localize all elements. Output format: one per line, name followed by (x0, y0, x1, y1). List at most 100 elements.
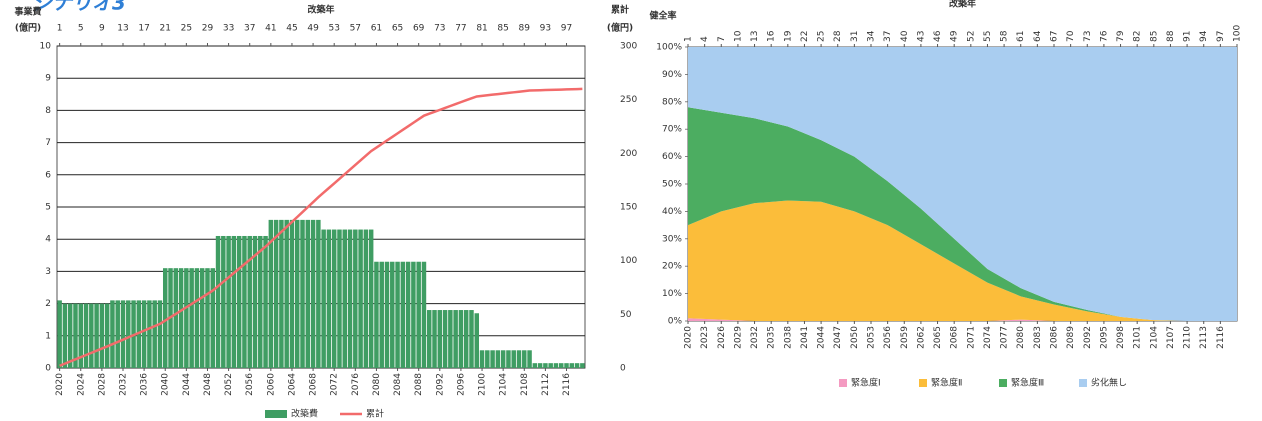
bar (569, 363, 575, 368)
bar (500, 350, 506, 368)
x2-tick-label: 13 (117, 24, 128, 34)
x2-tick-label: 65 (392, 24, 403, 34)
bar (189, 268, 194, 368)
bar (543, 363, 548, 368)
x-tick-label: 2092 (1083, 326, 1093, 349)
x2-tick-label: 22 (800, 31, 810, 42)
bar (411, 261, 416, 368)
y2-axis-title: 累計 (611, 4, 629, 16)
legend-label: 劣化無し (1091, 377, 1127, 389)
x-tick-label: 2056 (245, 373, 255, 396)
x2-tick-label: 43 (916, 31, 926, 42)
x2-tick-label: 9 (99, 24, 105, 34)
bar (580, 363, 585, 368)
bar (78, 303, 84, 368)
x2-tick-label: 100 (1233, 25, 1243, 42)
x-tick-label: 2065 (933, 326, 943, 349)
bar (574, 363, 580, 368)
x-tick-label: 2052 (224, 373, 234, 396)
x-tick-label: 2101 (1133, 326, 1143, 349)
y-axis-unit: (億円) (15, 22, 41, 34)
heading: シナリオ3 (32, 0, 126, 15)
bar (294, 219, 300, 368)
x-tick-label: 2056 (883, 326, 893, 349)
y-tick-label: 90% (662, 70, 682, 80)
y-tick-label: 60% (662, 152, 682, 162)
bar (247, 235, 252, 368)
y-tick-label: 10% (662, 289, 682, 299)
x-tick-label: 2104 (1149, 326, 1159, 349)
x-tick-label: 2032 (119, 373, 129, 396)
x-tick-label: 2107 (1166, 326, 1176, 349)
bar (273, 219, 279, 368)
y-tick-label: 50% (662, 180, 682, 190)
y-tick-label: 0 (45, 364, 51, 374)
legend-label: 緊急度Ⅲ (1011, 377, 1044, 389)
bar (126, 300, 131, 368)
x2-tick-label: 41 (265, 24, 276, 34)
x2-tick-label: 5 (78, 24, 84, 34)
legend-swatch (265, 410, 287, 418)
bar (495, 350, 501, 368)
marks (688, 47, 1237, 321)
x-tick-label: 2059 (900, 326, 910, 349)
x2-tick-label: 76 (1099, 30, 1109, 42)
bar (99, 303, 105, 368)
bar (463, 310, 469, 368)
line (59, 87, 583, 367)
y2-tick-label: 150 (620, 203, 637, 213)
x2-tick-label: 82 (1133, 31, 1143, 42)
bar (368, 229, 374, 368)
x2-tick-label: 10 (733, 30, 743, 42)
x2-tick-label: 88 (1166, 30, 1176, 42)
legend-label: 改築費 (291, 408, 318, 420)
bar (548, 363, 553, 368)
x-tick-label: 2077 (1000, 326, 1010, 349)
x2-tick-label: 57 (350, 24, 361, 34)
area (688, 200, 1237, 321)
bar (104, 303, 110, 368)
bar (474, 313, 480, 368)
bar (162, 268, 168, 368)
x2-tick-label: 4 (700, 36, 710, 42)
x2-axis-title: 改築年 (307, 4, 334, 16)
bar (194, 268, 200, 368)
x-tick-label: 2086 (1050, 326, 1060, 349)
x2-tick-label: 40 (900, 30, 910, 42)
x-tick-label: 2108 (520, 373, 530, 396)
x2-tick-label: 37 (244, 24, 255, 34)
bar (331, 229, 337, 368)
area (688, 107, 1237, 321)
x2-tick-label: 67 (1050, 31, 1060, 42)
y-tick-label: 80% (662, 97, 682, 107)
bar (522, 350, 527, 368)
bar (310, 219, 316, 368)
bar (374, 261, 379, 368)
bar (83, 303, 89, 368)
x2-tick-label: 17 (138, 24, 149, 34)
bar (432, 310, 437, 368)
x2-tick-label: 73 (1083, 31, 1093, 42)
bar (157, 300, 163, 368)
x2-tick-label: 7 (717, 36, 727, 42)
bar (110, 300, 115, 368)
y-tick-label: 70% (662, 125, 682, 135)
bar (342, 229, 348, 368)
y2-tick-label: 250 (620, 95, 637, 105)
bar (67, 303, 73, 368)
x2-tick-label: 73 (434, 24, 445, 34)
x2-tick-label: 1 (57, 24, 63, 34)
bar (511, 350, 516, 368)
bar (442, 310, 448, 368)
bar (426, 310, 432, 368)
bar (147, 300, 152, 368)
x-tick-label: 2040 (161, 373, 171, 396)
x-tick-label: 2116 (1216, 326, 1226, 349)
bar (400, 261, 406, 368)
x-tick-label: 2044 (817, 326, 827, 349)
y-tick-label: 100% (656, 43, 682, 53)
bar (205, 268, 210, 368)
x2-tick-label: 69 (413, 24, 425, 34)
x-tick-label: 2110 (1183, 326, 1193, 349)
x-tick-label: 2062 (916, 326, 926, 349)
